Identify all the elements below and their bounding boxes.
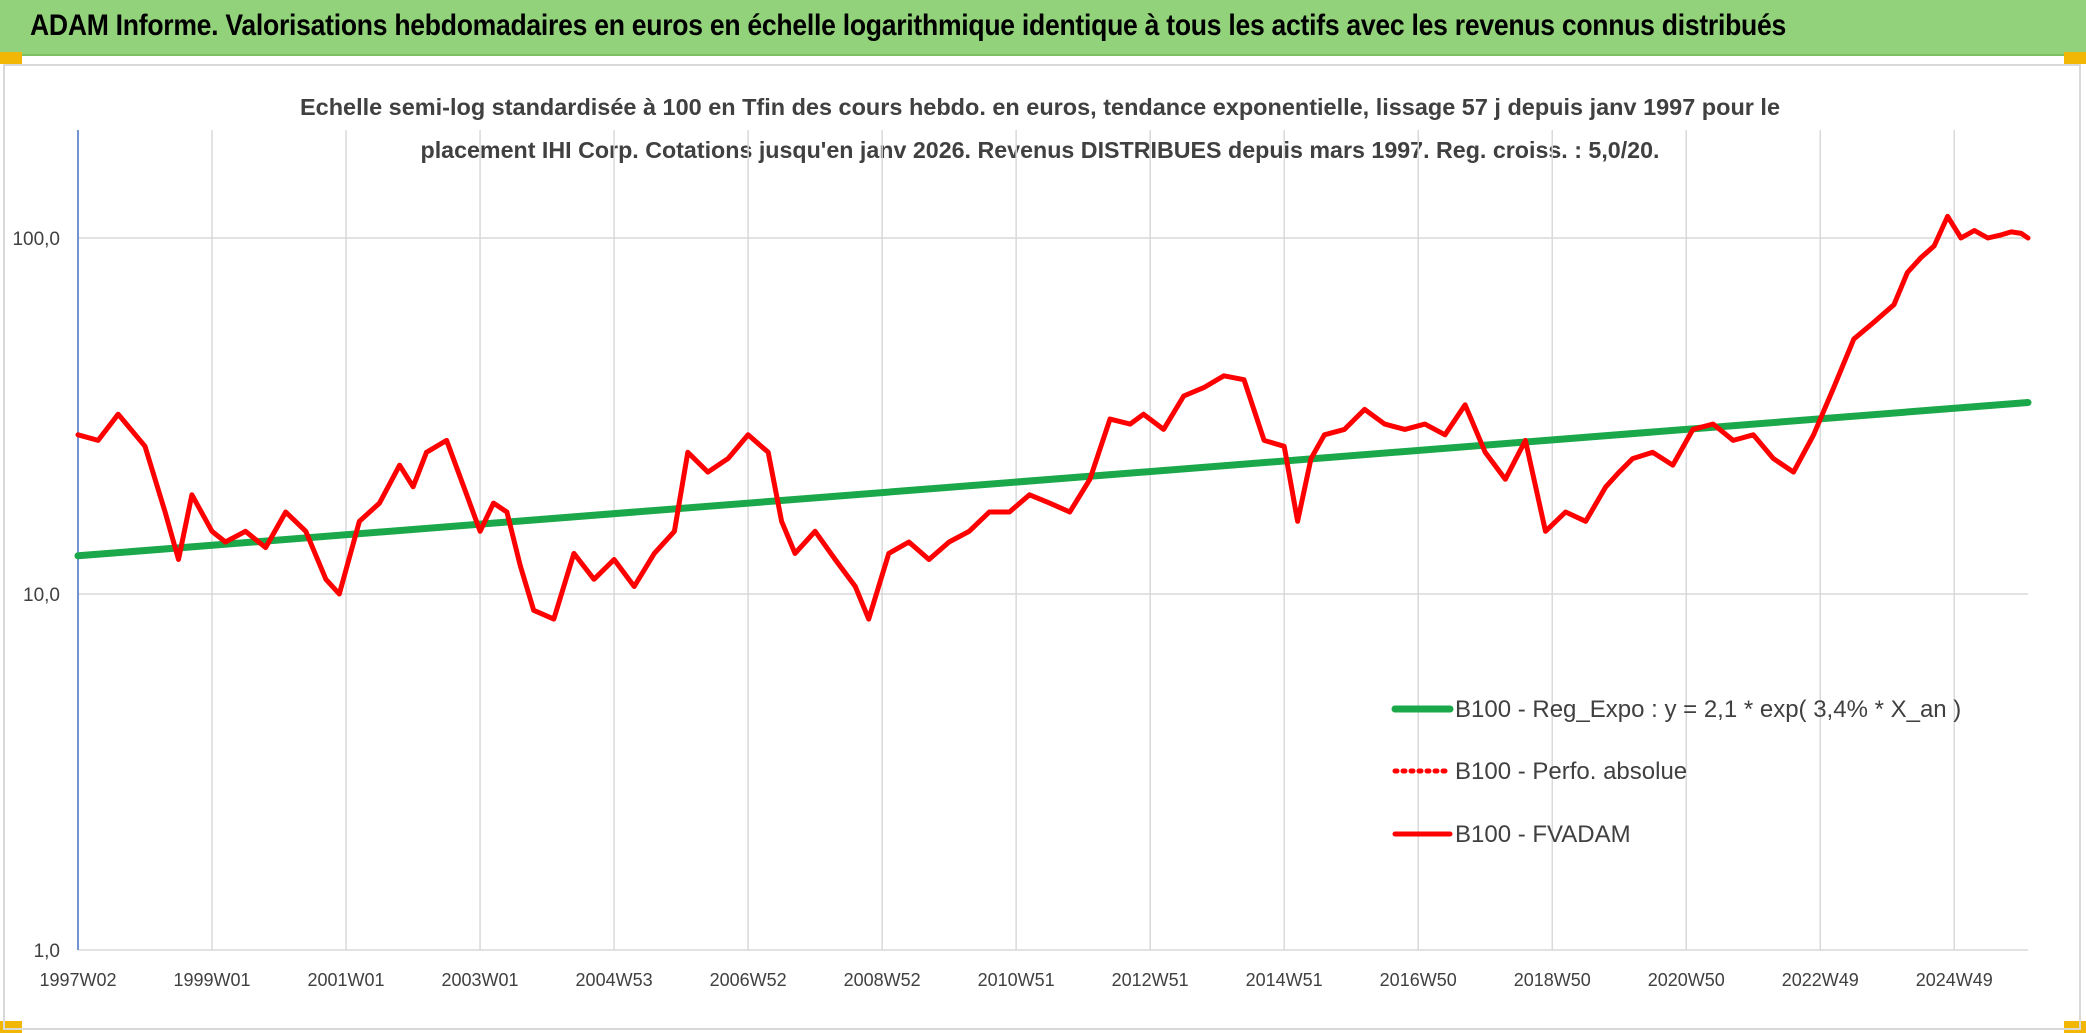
price-line	[75, 213, 2031, 622]
y-tick-label: 1,0	[34, 941, 60, 962]
corner-marker-bottom-left	[0, 1021, 22, 1033]
report-banner: ADAM Informe. Valorisations hebdomadaire…	[0, 0, 2086, 56]
corner-marker-left	[0, 52, 22, 64]
x-tick-label: 2004W53	[576, 970, 653, 990]
x-tick-label: 2003W01	[442, 970, 519, 990]
chart-title-line-2: placement IHI Corp. Cotations jusqu'en j…	[421, 137, 1660, 163]
legend: B100 - Reg_Expo : y = 2,1 * exp( 3,4% * …	[1391, 696, 1961, 848]
grid-lines	[78, 130, 2028, 951]
x-tick-label: 2024W49	[1916, 970, 1993, 990]
legend-label: B100 - FVADAM	[1455, 821, 1631, 848]
x-tick-label: 2018W50	[1514, 970, 1591, 990]
x-tick-label: 2008W52	[844, 970, 921, 990]
x-tick-label: 2016W50	[1380, 970, 1457, 990]
chart-title-line-1: Echelle semi-log standardisée à 100 en T…	[300, 94, 1780, 120]
report-title: ADAM Informe. Valorisations hebdomadaire…	[30, 9, 1787, 42]
series-layer	[74, 213, 2032, 622]
x-tick-label: 1999W01	[173, 970, 250, 990]
axes: 1,0 10,0 100,0 1997W02 1999W01 2001W01 2003W01…	[12, 130, 1993, 990]
x-tick-label: 2020W50	[1648, 970, 1725, 990]
x-tick-label: 2001W01	[308, 970, 385, 990]
x-tick-label: 2022W49	[1782, 970, 1859, 990]
legend-label: B100 - Reg_Expo : y = 2,1 * exp( 3,4% * …	[1455, 696, 1961, 723]
x-tick-label: 2014W51	[1246, 970, 1323, 990]
x-tick-label: 1997W02	[39, 970, 116, 990]
chart-frame	[3, 64, 2081, 1030]
corner-marker-right	[2064, 52, 2086, 64]
x-tick-label: 2010W51	[978, 970, 1055, 990]
y-tick-label: 100,0	[12, 229, 60, 250]
y-tick-label: 10,0	[23, 585, 60, 606]
x-tick-label: 2012W51	[1112, 970, 1189, 990]
legend-label: B100 - Perfo. absolue	[1455, 758, 1687, 785]
x-tick-label: 2006W52	[710, 970, 787, 990]
trend-line	[74, 399, 2032, 560]
